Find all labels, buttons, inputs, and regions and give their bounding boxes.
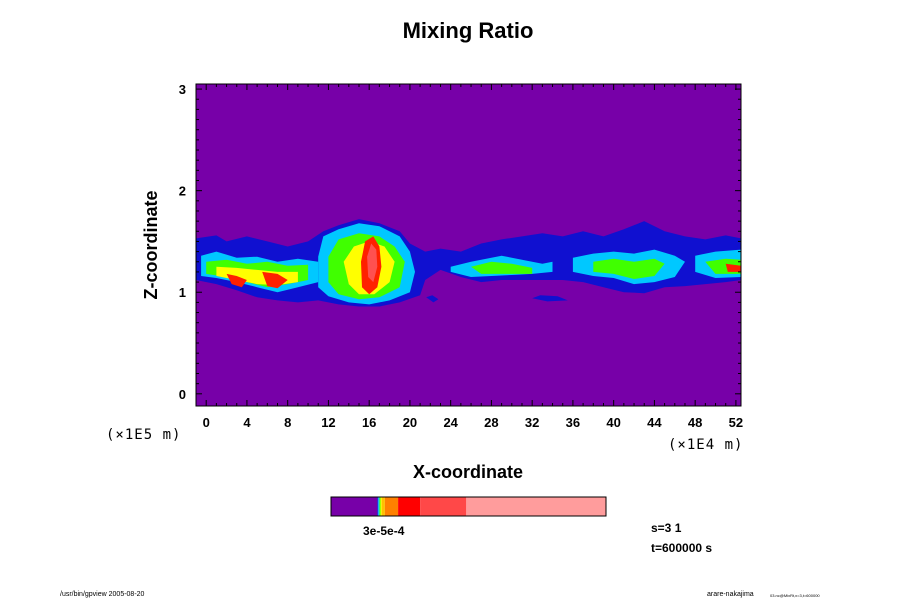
colorbar-label: 3e-5e-4 — [363, 524, 405, 538]
x-tick-label: 12 — [321, 415, 335, 430]
x-tick-label: 4 — [243, 415, 251, 430]
colorbar-segment — [331, 497, 378, 516]
colorbar-segment — [378, 497, 380, 516]
y-axis-label: Z-coordinate — [141, 190, 161, 299]
t-label: t=600000 s — [651, 541, 712, 555]
y-tick-label: 2 — [179, 184, 186, 199]
footer-right-sub: 03.nc@MixRt,x=3,t=600000 — [770, 593, 820, 598]
contour-east-2g — [593, 258, 665, 279]
colorbar-segment — [377, 497, 379, 516]
colorbar — [330, 496, 607, 517]
x-tick-label: 24 — [443, 415, 458, 430]
x-tick-label: 44 — [647, 415, 662, 430]
colorbar-segment — [381, 497, 385, 516]
x-tick-label: 20 — [403, 415, 417, 430]
x-tick-label: 36 — [566, 415, 580, 430]
chart-title: Mixing Ratio — [403, 18, 534, 43]
s-label: s=3 1 — [651, 521, 682, 535]
x-tick-label: 0 — [203, 415, 210, 430]
colorbar-frame — [330, 496, 607, 517]
colorbar-segment — [384, 497, 399, 516]
footer-left: /usr/bin/gpview 2005-08-20 — [60, 591, 145, 598]
colorbar-segment — [379, 497, 381, 516]
x-tick-label: 40 — [606, 415, 620, 430]
plot-frame — [195, 83, 742, 407]
contour-west-r — [226, 273, 247, 288]
y-tick-label: 0 — [179, 387, 186, 402]
y-tick-label: 1 — [179, 285, 186, 300]
contour-east-r — [725, 263, 741, 272]
x-tick-label: 48 — [688, 415, 702, 430]
y-multiplier: (×1E5 m) — [106, 427, 181, 443]
colorbar-segment — [380, 497, 382, 516]
colorbar-segment — [398, 497, 421, 516]
contour-blob-p — [367, 243, 378, 283]
y-tick-label: 3 — [179, 82, 186, 97]
x-multiplier: (×1E4 m) — [668, 437, 743, 453]
colorbar-segment — [420, 497, 467, 516]
contour-east-1g — [471, 261, 533, 274]
colorbar-segment — [466, 497, 606, 516]
x-tick-label: 16 — [362, 415, 376, 430]
contour-west-r2 — [262, 271, 288, 289]
x-tick-label: 32 — [525, 415, 539, 430]
x-tick-label: 52 — [729, 415, 743, 430]
footer-right-main: arare-nakajima — [707, 591, 754, 598]
contour-puff-a — [426, 295, 439, 303]
x-tick-label: 8 — [284, 415, 291, 430]
x-tick-label: 28 — [484, 415, 498, 430]
contour-fields — [196, 219, 741, 307]
x-axis-label: X-coordinate — [413, 462, 523, 482]
contour-puff-b — [532, 295, 568, 302]
